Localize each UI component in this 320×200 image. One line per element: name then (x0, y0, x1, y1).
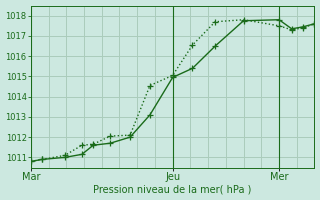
X-axis label: Pression niveau de la mer( hPa ): Pression niveau de la mer( hPa ) (93, 184, 252, 194)
